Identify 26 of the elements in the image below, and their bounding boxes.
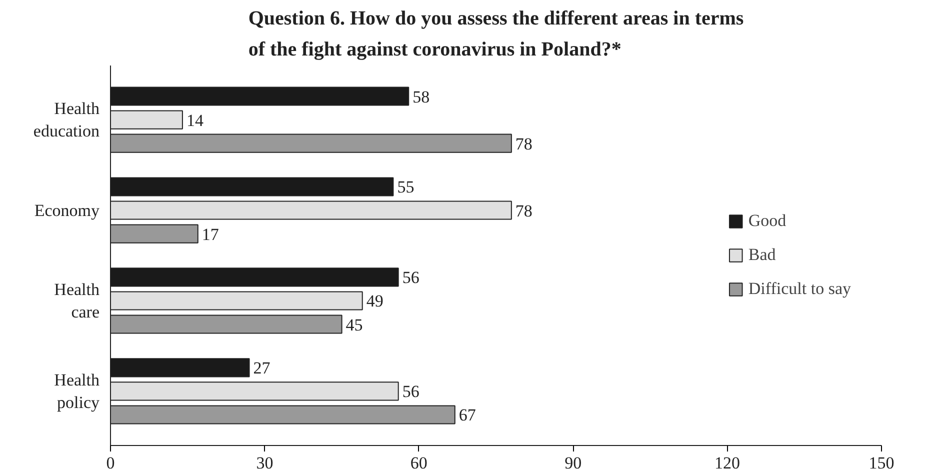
data-label: 17 [202, 224, 220, 244]
data-label: 56 [402, 268, 420, 288]
x-tick-label: 60 [410, 454, 428, 471]
x-tick-label: 0 [106, 454, 115, 471]
y-tick-label: Health education [33, 98, 100, 141]
data-label: 45 [346, 315, 363, 334]
y-tick-label: Economy [34, 200, 100, 220]
y-tick-label: Health care [54, 280, 100, 322]
chart-title: Question 6. How do you assess the different areas in terms of the fight against coronavirus in Poland?* [248, 8, 744, 60]
x-tick-label: 150 [868, 454, 894, 471]
data-label: 78 [515, 134, 532, 154]
y-tick-label: Health policy [54, 370, 100, 412]
legend-label: Bad [748, 245, 776, 265]
x-tick-label: 90 [564, 454, 582, 471]
data-label: 27 [253, 358, 271, 378]
legend-label: Good [748, 211, 786, 231]
legend-label: Difficult to say [748, 279, 851, 299]
x-tick-label: 30 [256, 454, 274, 471]
x-tick-label: 120 [714, 454, 740, 471]
data-label: 55 [397, 178, 414, 197]
data-label: 49 [366, 292, 384, 311]
data-label: 67 [458, 406, 476, 425]
data-label: 78 [515, 201, 532, 220]
data-label: 14 [186, 110, 204, 130]
data-label: 58 [412, 87, 430, 106]
data-label: 56 [402, 382, 420, 402]
